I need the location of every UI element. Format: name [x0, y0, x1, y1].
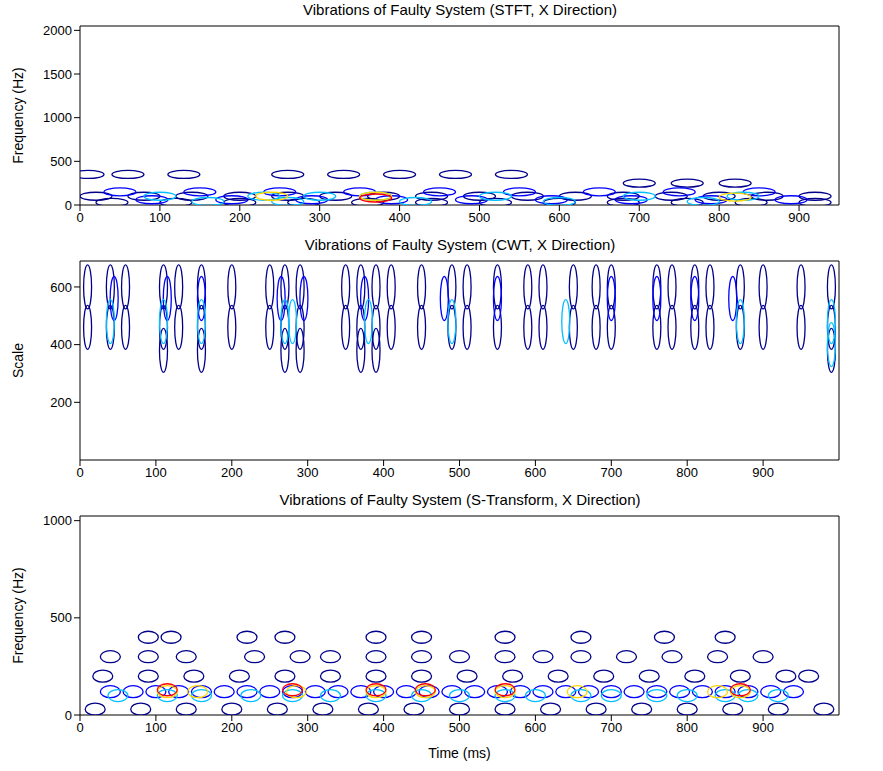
svg-text:100: 100: [149, 210, 171, 225]
svg-text:Time (ms): Time (ms): [428, 745, 490, 761]
svg-text:Frequency (Hz): Frequency (Hz): [10, 67, 26, 163]
svg-text:1000: 1000: [43, 513, 72, 528]
svg-text:500: 500: [449, 720, 471, 735]
svg-text:300: 300: [309, 210, 331, 225]
svg-text:2000: 2000: [43, 23, 72, 38]
svg-text:200: 200: [221, 720, 243, 735]
svg-text:500: 500: [469, 210, 491, 225]
svg-text:400: 400: [50, 337, 72, 352]
html-text:Vibrations of Faulty System (S: Vibrations of Faulty System (STFT, X Dir…: [303, 1, 617, 18]
svg-text:Frequency (Hz): Frequency (Hz): [10, 567, 26, 663]
svg-text:0: 0: [76, 465, 83, 480]
svg-text:700: 700: [600, 465, 622, 480]
svg-text:800: 800: [676, 720, 698, 735]
svg-text:400: 400: [373, 720, 395, 735]
svg-text:0: 0: [65, 708, 72, 723]
svg-text:900: 900: [752, 720, 774, 735]
svg-text:0: 0: [76, 210, 83, 225]
svg-text:300: 300: [297, 720, 319, 735]
svg-text:200: 200: [229, 210, 251, 225]
svg-text:500: 500: [50, 610, 72, 625]
svg-text:900: 900: [752, 465, 774, 480]
svg-text:800: 800: [708, 210, 730, 225]
svg-text:500: 500: [449, 465, 471, 480]
svg-text:100: 100: [145, 465, 167, 480]
svg-text:900: 900: [788, 210, 810, 225]
html-text:Vibrations of Faulty System (C: Vibrations of Faulty System (CWT, X Dire…: [304, 236, 616, 253]
svg-text:200: 200: [221, 465, 243, 480]
svg-text:200: 200: [50, 395, 72, 410]
svg-text:0: 0: [76, 720, 83, 735]
svg-text:1000: 1000: [43, 110, 72, 125]
svg-text:600: 600: [549, 210, 571, 225]
svg-text:800: 800: [676, 465, 698, 480]
svg-text:1500: 1500: [43, 67, 72, 82]
svg-text:400: 400: [389, 210, 411, 225]
svg-text:100: 100: [145, 720, 167, 735]
svg-text:600: 600: [525, 465, 547, 480]
svg-text:500: 500: [50, 154, 72, 169]
html-text:Vibrations of Faulty System (S: Vibrations of Faulty System (S-Transform…: [279, 491, 641, 508]
svg-text:Scale: Scale: [10, 343, 26, 378]
svg-text:600: 600: [50, 280, 72, 295]
svg-text:400: 400: [373, 465, 395, 480]
svg-text:300: 300: [297, 465, 319, 480]
svg-text:700: 700: [628, 210, 650, 225]
svg-text:700: 700: [600, 720, 622, 735]
svg-text:600: 600: [525, 720, 547, 735]
svg-text:0: 0: [65, 198, 72, 213]
